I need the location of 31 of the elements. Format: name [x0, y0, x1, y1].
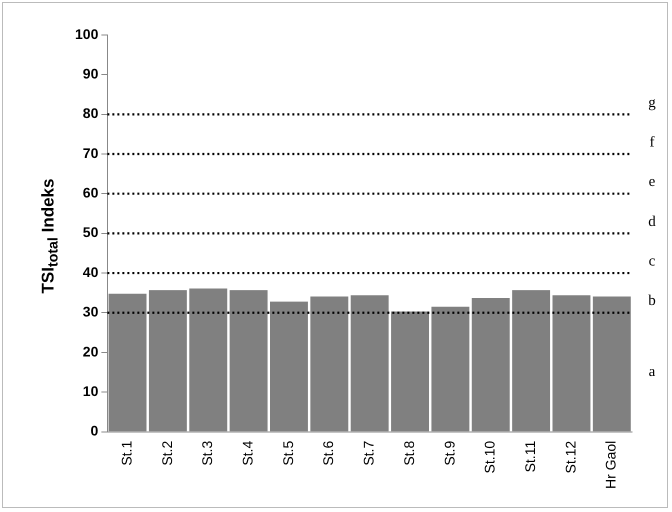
x-tick-label: St.3 — [199, 440, 216, 466]
y-tick-label: 90 — [82, 66, 99, 82]
y-tick-label: 60 — [82, 184, 99, 201]
ref-line-label: d — [648, 214, 656, 230]
ref-line-label: e — [648, 174, 656, 190]
x-tick-label: St.8 — [400, 440, 417, 466]
x-tick-label: Hr Gaol — [602, 440, 619, 489]
ref-line-label: b — [648, 293, 656, 310]
y-tick-label: 20 — [82, 343, 99, 360]
y-tick-label: 80 — [82, 105, 99, 122]
y-tick-label: 10 — [82, 382, 99, 399]
x-tick-label: St.11 — [522, 440, 538, 472]
x-tick-label: St.7 — [360, 440, 377, 466]
y-tick-label: 100 — [75, 26, 99, 42]
ref-line-label: c — [648, 253, 656, 270]
text: a — [648, 364, 656, 380]
y-tick-label: 40 — [82, 264, 99, 280]
x-tick-label: St.10 — [482, 440, 498, 474]
y-tick-label: 0 — [90, 422, 99, 439]
y-tick-label: 30 — [82, 304, 99, 320]
x-tick-label: St.1 — [118, 440, 134, 466]
ref-line-label: f — [650, 134, 654, 150]
x-tick-label: St.4 — [239, 440, 256, 466]
x-tick-label: St.2 — [158, 440, 175, 466]
ref-line-label: g — [648, 94, 656, 111]
x-tick-label: St.12 — [562, 440, 578, 474]
x-tick-label: St.5 — [280, 440, 296, 466]
y-tick-label: 70 — [82, 144, 99, 161]
y-tick-label: 50 — [82, 224, 99, 240]
x-tick-label: St.9 — [441, 440, 458, 466]
x-tick-label: St.6 — [320, 440, 336, 466]
